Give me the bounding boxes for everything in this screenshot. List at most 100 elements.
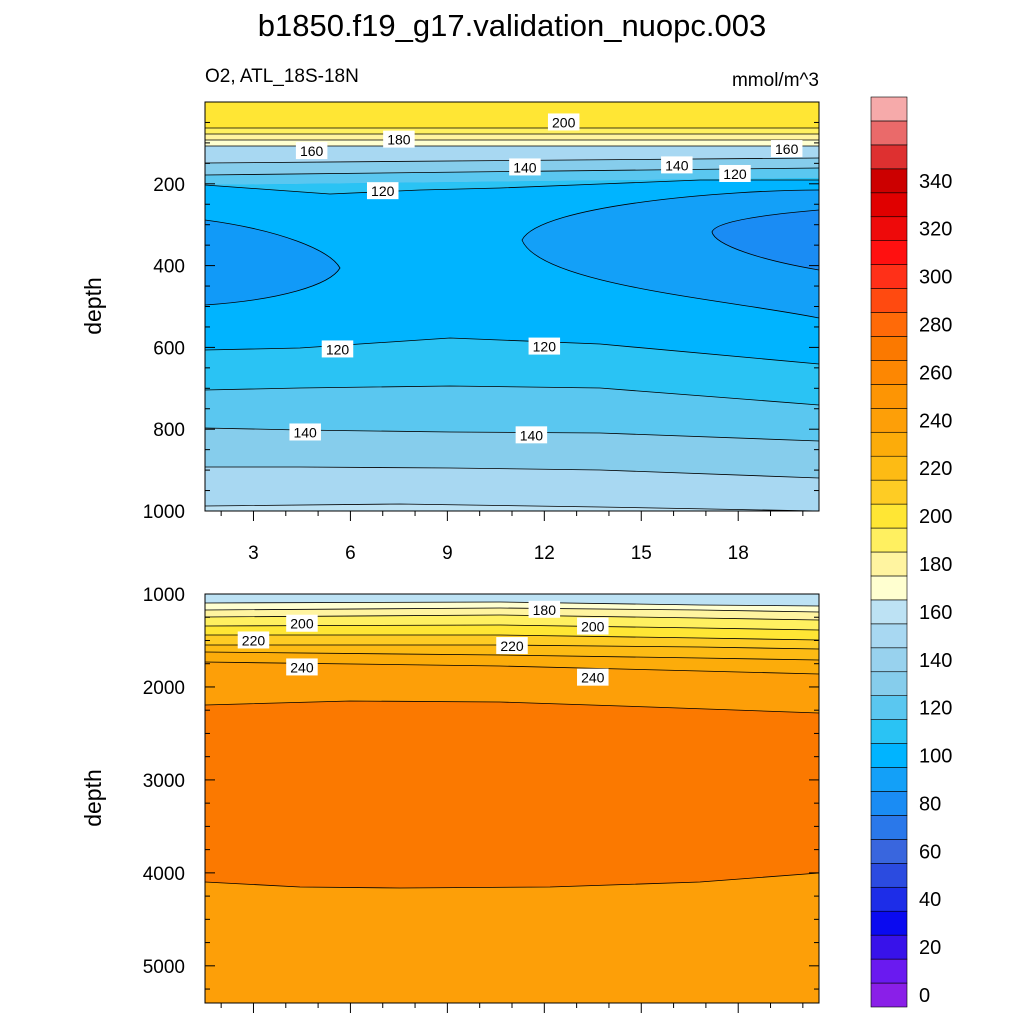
contour-label-box (528, 337, 561, 355)
colorbar-box (870, 623, 908, 649)
colorbar-box (870, 551, 908, 577)
colorbar-tick-label: 100 (919, 746, 952, 768)
contour-label-box (577, 617, 609, 635)
colorbar-box (870, 144, 908, 170)
colorbar-box (870, 671, 908, 696)
y-tick-label: 400 (153, 257, 185, 278)
colorbar-tick-label: 0 (919, 985, 930, 1007)
contour-label-box (383, 130, 415, 148)
x-tick-label: 9 (442, 543, 453, 564)
colorbar: 0 20 40 60 80 100 120 140 160 180 200 220 240 260 280 3… (870, 96, 952, 1008)
colorbar-tick-label: 80 (919, 793, 941, 815)
colorbar-box (870, 695, 908, 720)
contour-label-text: 160 (300, 143, 324, 159)
subtitle-units: mmol/m^3 (732, 70, 819, 91)
colorbar-tick-label: 180 (919, 554, 952, 576)
colorbar-box (870, 455, 908, 481)
colorbar-box (870, 982, 908, 1008)
contour-label-text: 160 (775, 141, 799, 157)
colorbar-tick-label: 160 (919, 602, 952, 624)
colorbar-box (870, 192, 908, 218)
contour-label-text: 200 (290, 616, 314, 632)
contour-label-text: 120 (371, 183, 395, 199)
contour-label-box (515, 426, 548, 444)
contour-label-text: 120 (533, 339, 557, 355)
contour-label-text: 180 (387, 132, 411, 148)
colorbar-tick-label: 280 (919, 315, 952, 337)
contour-label-box (321, 340, 354, 358)
contour-label: 140 (661, 156, 693, 174)
contour-label-text: 200 (581, 619, 605, 635)
lower-axis-ticks: 1000 2000 3000 4000 5000 (143, 585, 819, 1013)
contour-label-box (770, 140, 803, 158)
contour-label: 140 (515, 426, 548, 444)
y-tick-label: 4000 (143, 864, 185, 885)
colorbar-tick-label: 120 (919, 698, 952, 720)
x-tick-label: 18 (728, 543, 749, 564)
contour-label-text: 180 (533, 602, 557, 618)
upper-axis-ticks: 200 400 600 800 1000 3 6 9 12 15 18 (143, 101, 819, 564)
colorbar-box (870, 168, 908, 194)
y-tick-label: 1000 (143, 502, 185, 523)
contour-label-text: 140 (665, 157, 689, 173)
colorbar-tick-label: 60 (919, 841, 941, 863)
y-tick-label: 3000 (143, 771, 185, 792)
colorbar-tick-label: 20 (919, 937, 941, 959)
contour-label: 160 (770, 140, 803, 158)
contour-label-text: 120 (723, 166, 747, 182)
colorbar-box (870, 863, 908, 888)
contour-label: 240 (577, 668, 609, 686)
colorbar-tick-label: 200 (919, 506, 952, 528)
colorbar-box (870, 288, 908, 313)
colorbar-box (870, 479, 908, 505)
contour-label: 120 (528, 337, 561, 355)
contour-label-box (509, 158, 541, 176)
colorbar-box (870, 336, 908, 361)
contour-label: 200 (286, 614, 318, 632)
y-tick-label: 800 (153, 420, 185, 441)
contour-label-box (237, 631, 270, 649)
contour-label: 160 (295, 142, 328, 160)
contour-label: 200 (577, 617, 609, 635)
colorbar-tick-label: 260 (919, 362, 952, 384)
contour-label: 240 (286, 658, 318, 676)
x-tick-label: 15 (631, 543, 652, 564)
lower-y-axis-label: depth (80, 769, 106, 827)
colorbar-box (870, 815, 908, 840)
y-tick-label: 2000 (143, 678, 185, 699)
x-tick-label: 6 (345, 543, 356, 564)
contour-label-box (661, 156, 693, 174)
colorbar-box (870, 791, 908, 816)
colorbar-box (870, 647, 908, 673)
colorbar-box (870, 96, 908, 122)
colorbar-tick-label: 220 (919, 458, 952, 480)
chart-title: b1850.f19_g17.validation_nuopc.003 (258, 8, 767, 43)
contour-label-text: 200 (552, 114, 576, 130)
contour-label-text: 140 (520, 427, 544, 443)
upper-panel: 200 180 160 160 140 140 120 120 120 120 140 140 200… (80, 101, 820, 564)
contour-label: 120 (719, 164, 751, 182)
colorbar-box (870, 575, 908, 601)
colorbar-box (870, 312, 908, 337)
colorbar-tick-label: 240 (919, 410, 952, 432)
subtitle-variable-region: O2, ATL_18S-18N (205, 66, 359, 87)
contour-label-box (366, 182, 399, 200)
colorbar-box (870, 910, 908, 936)
contour-label: 140 (289, 423, 321, 441)
colorbar-box (870, 886, 908, 912)
contour-label-text: 240 (581, 670, 605, 686)
colorbar-box (870, 934, 908, 960)
contour-label: 200 (547, 113, 580, 131)
contour-label-box (286, 614, 318, 632)
contour-label: 220 (237, 631, 270, 649)
lower-panel: 180 200 200 220 220 240 240 1000 2000 3000 4000 50… (80, 585, 820, 1013)
contour-label-text: 240 (290, 659, 314, 675)
y-tick-label: 600 (153, 338, 185, 359)
contour-label: 120 (366, 182, 399, 200)
contour-label-box (577, 668, 609, 686)
lower-contour-fill (205, 594, 819, 1003)
colorbar-box (870, 599, 908, 625)
y-tick-label: 1000 (143, 585, 185, 606)
colorbar-box (870, 958, 908, 984)
colorbar-tick-label: 300 (919, 267, 952, 289)
